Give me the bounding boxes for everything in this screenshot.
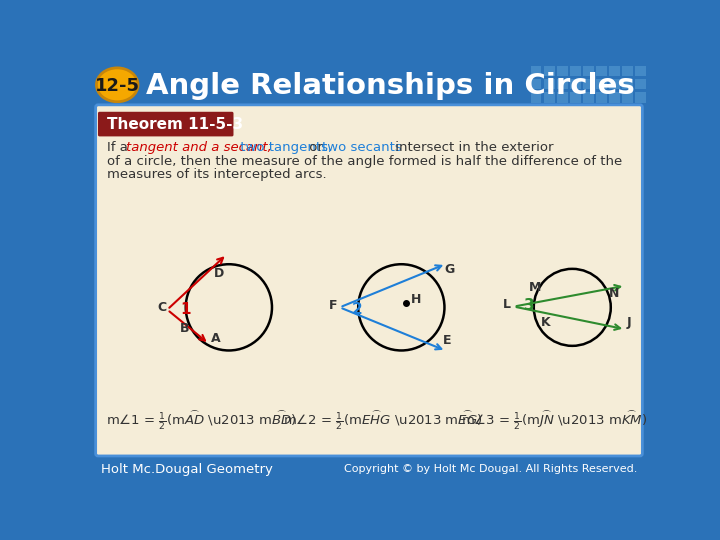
- Text: A: A: [211, 332, 221, 345]
- Text: intersect in the exterior: intersect in the exterior: [390, 141, 553, 154]
- Bar: [636, 65, 647, 76]
- Text: D: D: [215, 267, 225, 280]
- Bar: [583, 92, 594, 103]
- Text: If a: If a: [107, 141, 132, 154]
- Bar: [609, 92, 620, 103]
- Ellipse shape: [96, 68, 138, 102]
- Text: two tangents,: two tangents,: [235, 141, 332, 154]
- Bar: [609, 65, 620, 76]
- Text: H: H: [410, 293, 421, 306]
- Bar: [92, 457, 647, 481]
- Text: m∠3 = $\frac{1}{2}$(m$\overset{\frown}{JN}$ \u2013 m$\overset{\frown}{KM}$): m∠3 = $\frac{1}{2}$(m$\overset{\frown}{J…: [462, 409, 647, 433]
- Bar: [622, 79, 633, 90]
- Bar: [609, 79, 620, 90]
- Bar: [544, 79, 554, 90]
- Bar: [544, 92, 554, 103]
- Bar: [596, 65, 607, 76]
- Text: Copyright © by Holt Mc Dougal. All Rights Reserved.: Copyright © by Holt Mc Dougal. All Right…: [343, 464, 637, 474]
- Text: J: J: [626, 316, 631, 329]
- Text: 12-5: 12-5: [95, 77, 140, 94]
- Bar: [583, 65, 594, 76]
- Bar: [557, 79, 567, 90]
- Text: G: G: [444, 263, 455, 276]
- Text: m∠2 = $\frac{1}{2}$(m$\overset{\frown}{EHG}$ \u2013 m$\overset{\frown}{EG}$): m∠2 = $\frac{1}{2}$(m$\overset{\frown}{E…: [283, 409, 482, 433]
- Text: F: F: [329, 299, 338, 312]
- Bar: [531, 92, 541, 103]
- Bar: [583, 79, 594, 90]
- Bar: [92, 65, 647, 105]
- Text: 1: 1: [180, 302, 191, 318]
- Bar: [622, 65, 633, 76]
- Bar: [636, 92, 647, 103]
- Text: N: N: [608, 287, 619, 300]
- Bar: [557, 65, 567, 76]
- Bar: [570, 79, 581, 90]
- Bar: [570, 92, 581, 103]
- Text: 3: 3: [523, 299, 534, 313]
- Bar: [596, 79, 607, 90]
- Text: E: E: [443, 334, 451, 347]
- FancyBboxPatch shape: [98, 112, 233, 137]
- Text: tangent and a secant,: tangent and a secant,: [126, 141, 271, 154]
- Text: M: M: [529, 281, 541, 294]
- Bar: [557, 92, 567, 103]
- Bar: [544, 65, 554, 76]
- Text: Theorem 11-5-3: Theorem 11-5-3: [107, 117, 243, 132]
- Text: two secants: two secants: [322, 141, 402, 154]
- FancyBboxPatch shape: [96, 105, 642, 456]
- Bar: [636, 79, 647, 90]
- Text: of a circle, then the measure of the angle formed is half the difference of the: of a circle, then the measure of the ang…: [107, 154, 623, 167]
- Bar: [596, 92, 607, 103]
- Text: Angle Relationships in Circles: Angle Relationships in Circles: [145, 72, 634, 99]
- Text: measures of its intercepted arcs.: measures of its intercepted arcs.: [107, 167, 327, 181]
- Bar: [570, 65, 581, 76]
- Bar: [531, 79, 541, 90]
- Text: 2: 2: [352, 301, 363, 316]
- Text: or: or: [305, 141, 327, 154]
- Text: K: K: [541, 316, 551, 329]
- Text: C: C: [157, 301, 166, 314]
- Text: m∠1 = $\frac{1}{2}$(m$\overset{\frown}{AD}$ \u2013 m$\overset{\frown}{BD}$): m∠1 = $\frac{1}{2}$(m$\overset{\frown}{A…: [106, 409, 297, 433]
- Text: Holt Mc.Dougal Geometry: Holt Mc.Dougal Geometry: [101, 463, 273, 476]
- Text: L: L: [503, 298, 511, 311]
- Bar: [531, 65, 541, 76]
- Text: B: B: [180, 322, 189, 335]
- Bar: [622, 92, 633, 103]
